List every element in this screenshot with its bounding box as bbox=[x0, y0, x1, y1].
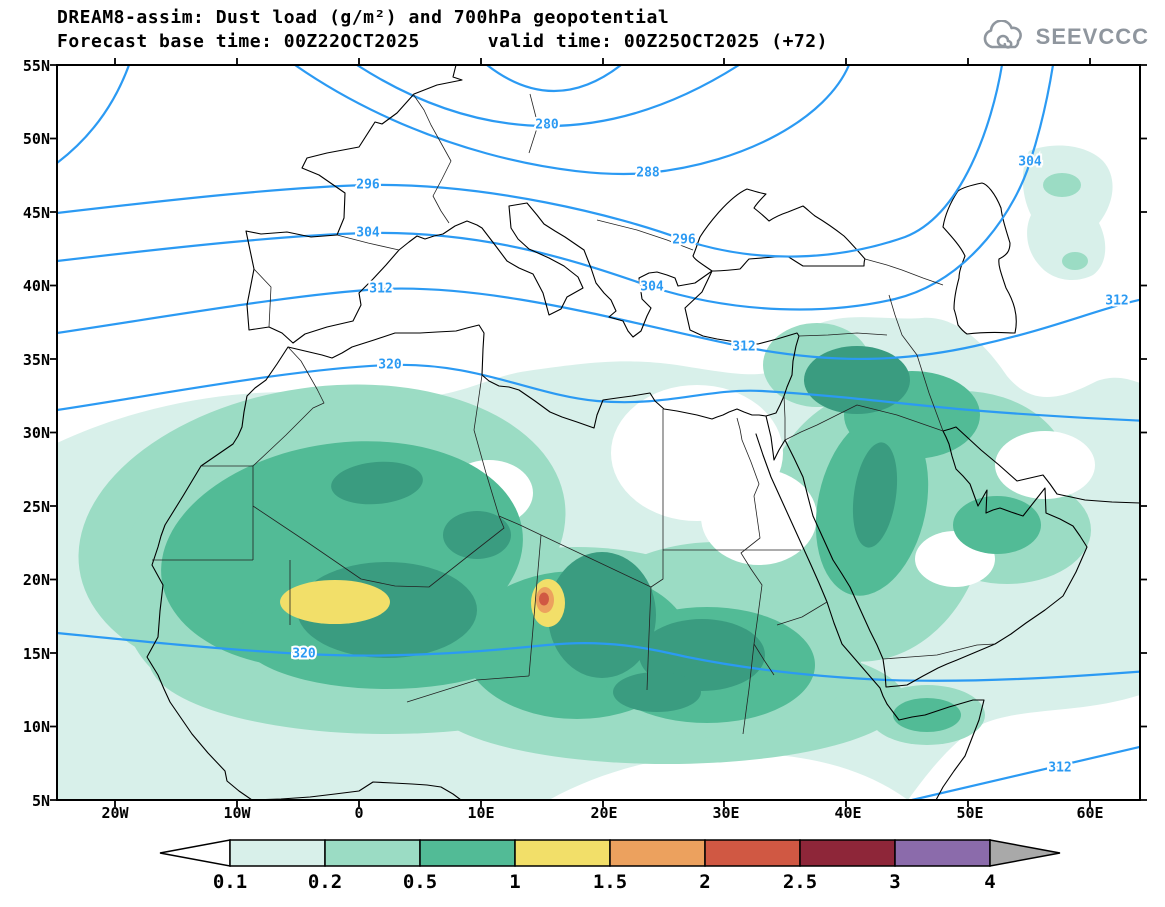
y-axis-label: 40N bbox=[22, 277, 50, 295]
colorbar-cell bbox=[419, 839, 516, 867]
y-axis-label: 5N bbox=[31, 792, 50, 810]
colorbar-cell bbox=[229, 839, 326, 867]
svg-text:296: 296 bbox=[356, 178, 380, 193]
svg-text:288: 288 bbox=[636, 166, 660, 181]
svg-text:312: 312 bbox=[1105, 294, 1128, 309]
y-axis-label: 45N bbox=[22, 204, 50, 222]
x-axis-label: 0 bbox=[354, 804, 364, 822]
colorbar-arrow-high bbox=[989, 839, 1061, 867]
logo-text: SEEVCCC bbox=[1035, 24, 1149, 49]
svg-text:320: 320 bbox=[378, 358, 402, 373]
chart-title: DREAM8-assim: Dust load (g/m²) and 700hP… bbox=[57, 7, 670, 28]
axis-ticks bbox=[50, 58, 1147, 807]
svg-text:280: 280 bbox=[535, 118, 559, 133]
colorbar-arrow-low bbox=[159, 839, 231, 867]
contour-labels: 280 288 296 296 304 304 304 312 312 312 … bbox=[290, 116, 1130, 778]
cloud-icon bbox=[983, 20, 1022, 49]
colorbar-cell bbox=[799, 839, 896, 867]
colorbar-cell bbox=[704, 839, 801, 867]
x-axis-label: 10E bbox=[467, 804, 495, 822]
colorbar-cell bbox=[514, 839, 611, 867]
colorbar-cell bbox=[609, 839, 706, 867]
colorbar-label: 2.5 bbox=[783, 871, 817, 893]
geopotential-contours bbox=[57, 65, 1140, 800]
colorbar-label: 3 bbox=[889, 871, 900, 893]
colorbar-label: 1 bbox=[509, 871, 520, 893]
svg-text:304: 304 bbox=[640, 280, 664, 295]
colorbar-label: 0.1 bbox=[213, 871, 247, 893]
y-axis-label: 30N bbox=[22, 424, 50, 442]
colorbar-label: 1.5 bbox=[593, 871, 627, 893]
x-axis-label: 30E bbox=[712, 804, 740, 822]
x-axis-label: 20E bbox=[590, 804, 618, 822]
caspian-sea bbox=[942, 182, 1017, 335]
colorbar-cell bbox=[324, 839, 421, 867]
nile-river bbox=[736, 417, 775, 735]
y-axis-label: 50N bbox=[22, 130, 50, 148]
y-axis-label: 55N bbox=[22, 57, 50, 75]
map-frame bbox=[50, 58, 1147, 807]
svg-text:312: 312 bbox=[369, 282, 392, 297]
y-axis-label: 10N bbox=[22, 718, 50, 736]
colorbar-label: 0.2 bbox=[308, 871, 342, 893]
seevccc-logo: SEEVCCC bbox=[981, 20, 1149, 54]
coastlines: d="M 232,72 L 245,50 L 265,24 L 243,3 L … bbox=[146, 65, 1140, 800]
x-axis-label: 20W bbox=[101, 804, 129, 822]
svg-text:296: 296 bbox=[672, 233, 696, 248]
dust-layer-core bbox=[297, 346, 910, 712]
seas bbox=[692, 182, 1017, 335]
dust-layer-2p5 bbox=[539, 592, 549, 606]
chart-subtitle: Forecast base time: 00Z22OCT2025 valid t… bbox=[57, 31, 828, 52]
colorbar-label: 4 bbox=[984, 871, 995, 893]
y-axis-label: 35N bbox=[22, 351, 50, 369]
svg-text:312: 312 bbox=[1048, 761, 1071, 776]
forecast-map: d="M 232,72 L 245,50 L 265,24 L 243,3 L … bbox=[50, 58, 1147, 807]
y-axis-label: 15N bbox=[22, 645, 50, 663]
svg-text:304: 304 bbox=[356, 226, 380, 241]
y-axis-label: 20N bbox=[22, 571, 50, 589]
x-axis-label: 50E bbox=[956, 804, 984, 822]
svg-text:312: 312 bbox=[732, 340, 755, 355]
svg-text:304: 304 bbox=[1018, 155, 1042, 170]
colorbar-label: 2 bbox=[699, 871, 710, 893]
colorbar-cell bbox=[894, 839, 991, 867]
y-axis-label: 25N bbox=[22, 498, 50, 516]
x-axis-label: 10W bbox=[223, 804, 251, 822]
x-axis-label: 40E bbox=[834, 804, 862, 822]
svg-text:320: 320 bbox=[292, 647, 316, 662]
colorbar-label: 0.5 bbox=[403, 871, 437, 893]
x-axis-label: 60E bbox=[1076, 804, 1104, 822]
colorbar: 0.1 0.2 0.5 1 1.5 2 2.5 3 4 bbox=[159, 839, 1061, 893]
country-borders bbox=[152, 93, 996, 735]
